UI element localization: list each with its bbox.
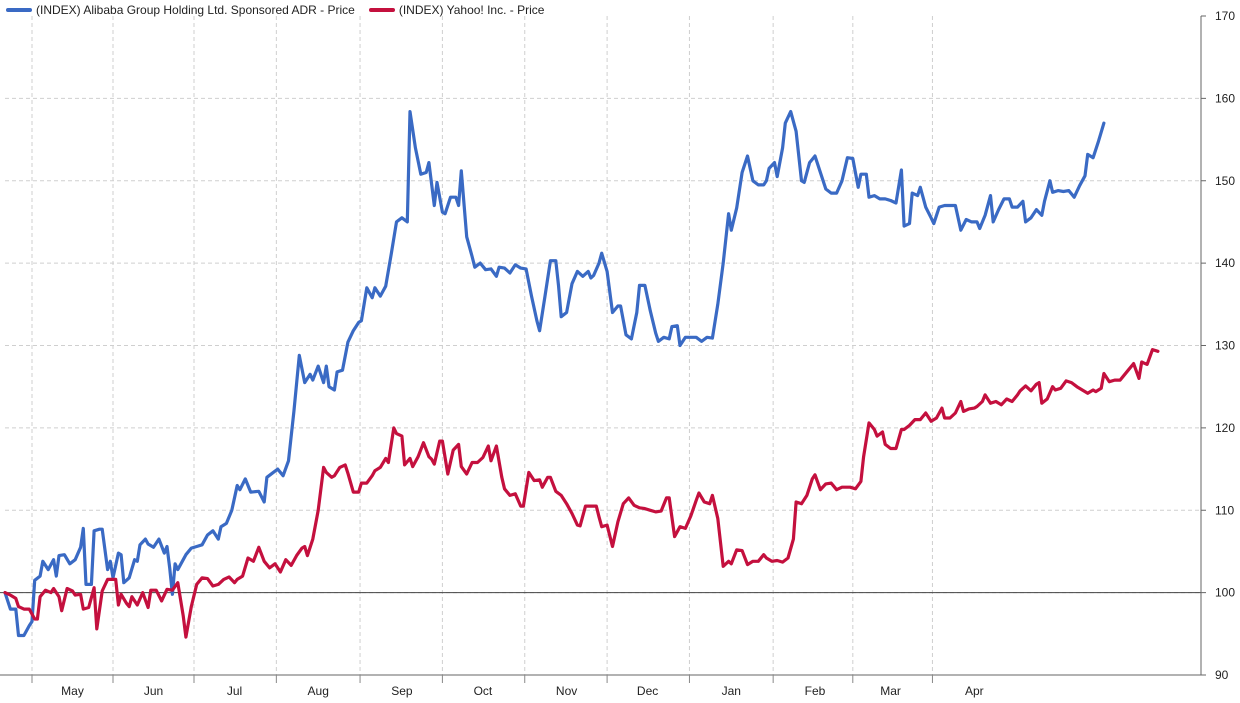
x-tick-label: Dec bbox=[637, 684, 658, 698]
x-tick-label: Apr bbox=[965, 684, 984, 698]
gridlines bbox=[5, 16, 1201, 675]
legend-swatch-yahoo bbox=[368, 8, 395, 12]
legend-item-alibaba[interactable]: (INDEX) Alibaba Group Holding Ltd. Spons… bbox=[6, 3, 355, 17]
x-tick-label: Jan bbox=[722, 684, 741, 698]
y-tick-label: 130 bbox=[1215, 339, 1235, 353]
x-tick-label: Feb bbox=[805, 684, 826, 698]
y-axis: 90 100 110 120 130 140 150 160 170 bbox=[1201, 9, 1235, 682]
x-tick-label: Jun bbox=[144, 684, 163, 698]
x-tick-label: May bbox=[61, 684, 84, 698]
legend: (INDEX) Alibaba Group Holding Ltd. Spons… bbox=[6, 2, 558, 18]
legend-label-alibaba: (INDEX) Alibaba Group Holding Ltd. Spons… bbox=[36, 3, 355, 17]
y-tick-label: 120 bbox=[1215, 421, 1235, 435]
x-tick-label: Oct bbox=[474, 684, 493, 698]
x-axis: May Jun Jul Aug Sep Oct Nov Dec Jan Feb Mar Apr bbox=[31, 675, 984, 698]
series-line-alibaba bbox=[3, 110, 1106, 638]
x-tick-label: Mar bbox=[880, 684, 901, 698]
x-tick-label: Aug bbox=[308, 684, 329, 698]
x-tick-label: Sep bbox=[391, 684, 413, 698]
legend-swatch-alibaba bbox=[6, 8, 32, 12]
series-line-yahoo bbox=[3, 348, 1160, 639]
y-tick-label: 100 bbox=[1215, 586, 1235, 600]
series-lines bbox=[3, 110, 1160, 639]
x-tick-label: Jul bbox=[227, 684, 242, 698]
y-tick-label: 140 bbox=[1215, 256, 1235, 270]
legend-item-yahoo[interactable]: (INDEX) Yahoo! Inc. - Price bbox=[368, 3, 545, 17]
y-tick-label: 160 bbox=[1215, 91, 1235, 105]
y-tick-label: 90 bbox=[1215, 668, 1229, 682]
legend-label-yahoo: (INDEX) Yahoo! Inc. - Price bbox=[398, 3, 545, 17]
x-tick-label: Nov bbox=[556, 684, 577, 698]
y-tick-label: 110 bbox=[1215, 503, 1234, 517]
y-tick-label: 150 bbox=[1215, 174, 1235, 188]
y-tick-label: 170 bbox=[1215, 9, 1235, 23]
